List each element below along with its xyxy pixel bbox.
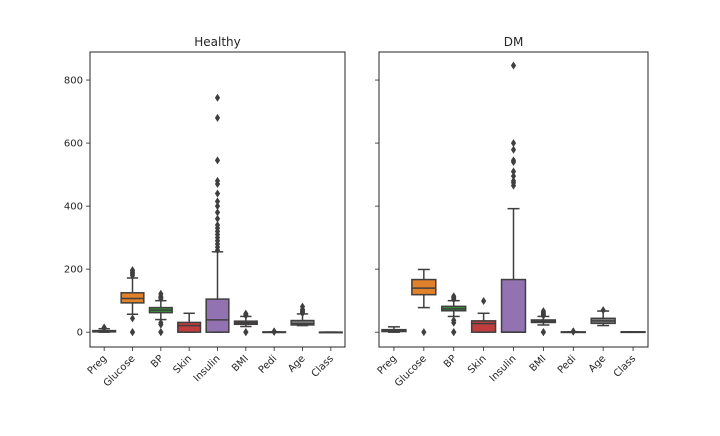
outlier-point [510, 156, 517, 165]
healthy-box-pedi [262, 327, 287, 336]
outlier-point [540, 307, 546, 316]
healthy-box-glucose [120, 266, 145, 337]
iqr-box [290, 319, 315, 326]
outlier-point [510, 172, 517, 181]
outlier-point [600, 306, 606, 315]
dm-box-insulin [500, 61, 527, 333]
healthy-box-preg [92, 323, 117, 333]
dm-box-bmi [530, 307, 557, 337]
healthy-box-class [318, 331, 343, 334]
outlier-point [214, 93, 221, 102]
outlier-point [243, 309, 249, 318]
healthy-title: Healthy [194, 35, 241, 49]
healthy-ytick-label: 600 [64, 139, 83, 150]
iqr-box [411, 278, 437, 296]
iqr-box [205, 298, 230, 333]
outlier-point [510, 139, 517, 148]
outlier-point [214, 176, 221, 185]
outlier-point [243, 328, 249, 337]
outlier-point [158, 289, 164, 298]
dm-axes-frame [378, 51, 649, 348]
dm-box-glucose [411, 268, 437, 337]
iqr-box [500, 278, 527, 333]
outlier-point [214, 202, 221, 211]
outlier-point [540, 328, 546, 337]
outlier-point [214, 113, 221, 122]
iqr-box [177, 321, 202, 333]
outlier-point [421, 328, 427, 337]
outlier-point [158, 318, 164, 327]
outlier-point [510, 167, 517, 176]
dm-box-preg [381, 326, 407, 333]
iqr-box [470, 320, 497, 333]
dm-title: DM [504, 35, 524, 49]
dm-box-bp [441, 292, 467, 337]
healthy-box-age [290, 302, 315, 327]
outlier-point [158, 328, 164, 337]
outlier-point [271, 327, 277, 336]
outlier-point [451, 328, 457, 337]
healthy-ytick-label: 200 [64, 265, 83, 276]
outlier-point [214, 221, 221, 230]
outlier-point [129, 314, 136, 323]
outlier-point [570, 327, 576, 336]
outlier-point [451, 292, 457, 301]
outlier-point [214, 189, 221, 198]
outlier-point [101, 323, 107, 332]
outlier-point [214, 197, 221, 206]
outlier-point [510, 145, 517, 154]
outlier-point [214, 156, 221, 165]
outlier-point [214, 208, 221, 217]
outlier-point [451, 316, 457, 325]
healthy-box-skin [177, 312, 202, 333]
outlier-point [510, 176, 517, 185]
healthy-box-bmi [233, 309, 258, 337]
outlier-point [129, 266, 136, 275]
healthy-box-insulin [205, 93, 230, 333]
healthy-ytick-label: 0 [77, 328, 83, 339]
healthy-ytick-label: 400 [64, 202, 83, 213]
outlier-point [214, 214, 221, 223]
healthy-axes-frame [89, 51, 346, 348]
dm-box-class [620, 331, 646, 334]
outlier-point [481, 296, 487, 305]
outlier-point [510, 61, 517, 70]
outlier-point [299, 302, 306, 311]
dm-box-age [590, 306, 616, 327]
outlier-point [129, 328, 136, 337]
healthy-box-bp [148, 289, 173, 337]
dm-box-skin [470, 296, 497, 333]
healthy-ytick-label: 800 [64, 76, 83, 87]
dm-box-pedi [560, 327, 586, 336]
